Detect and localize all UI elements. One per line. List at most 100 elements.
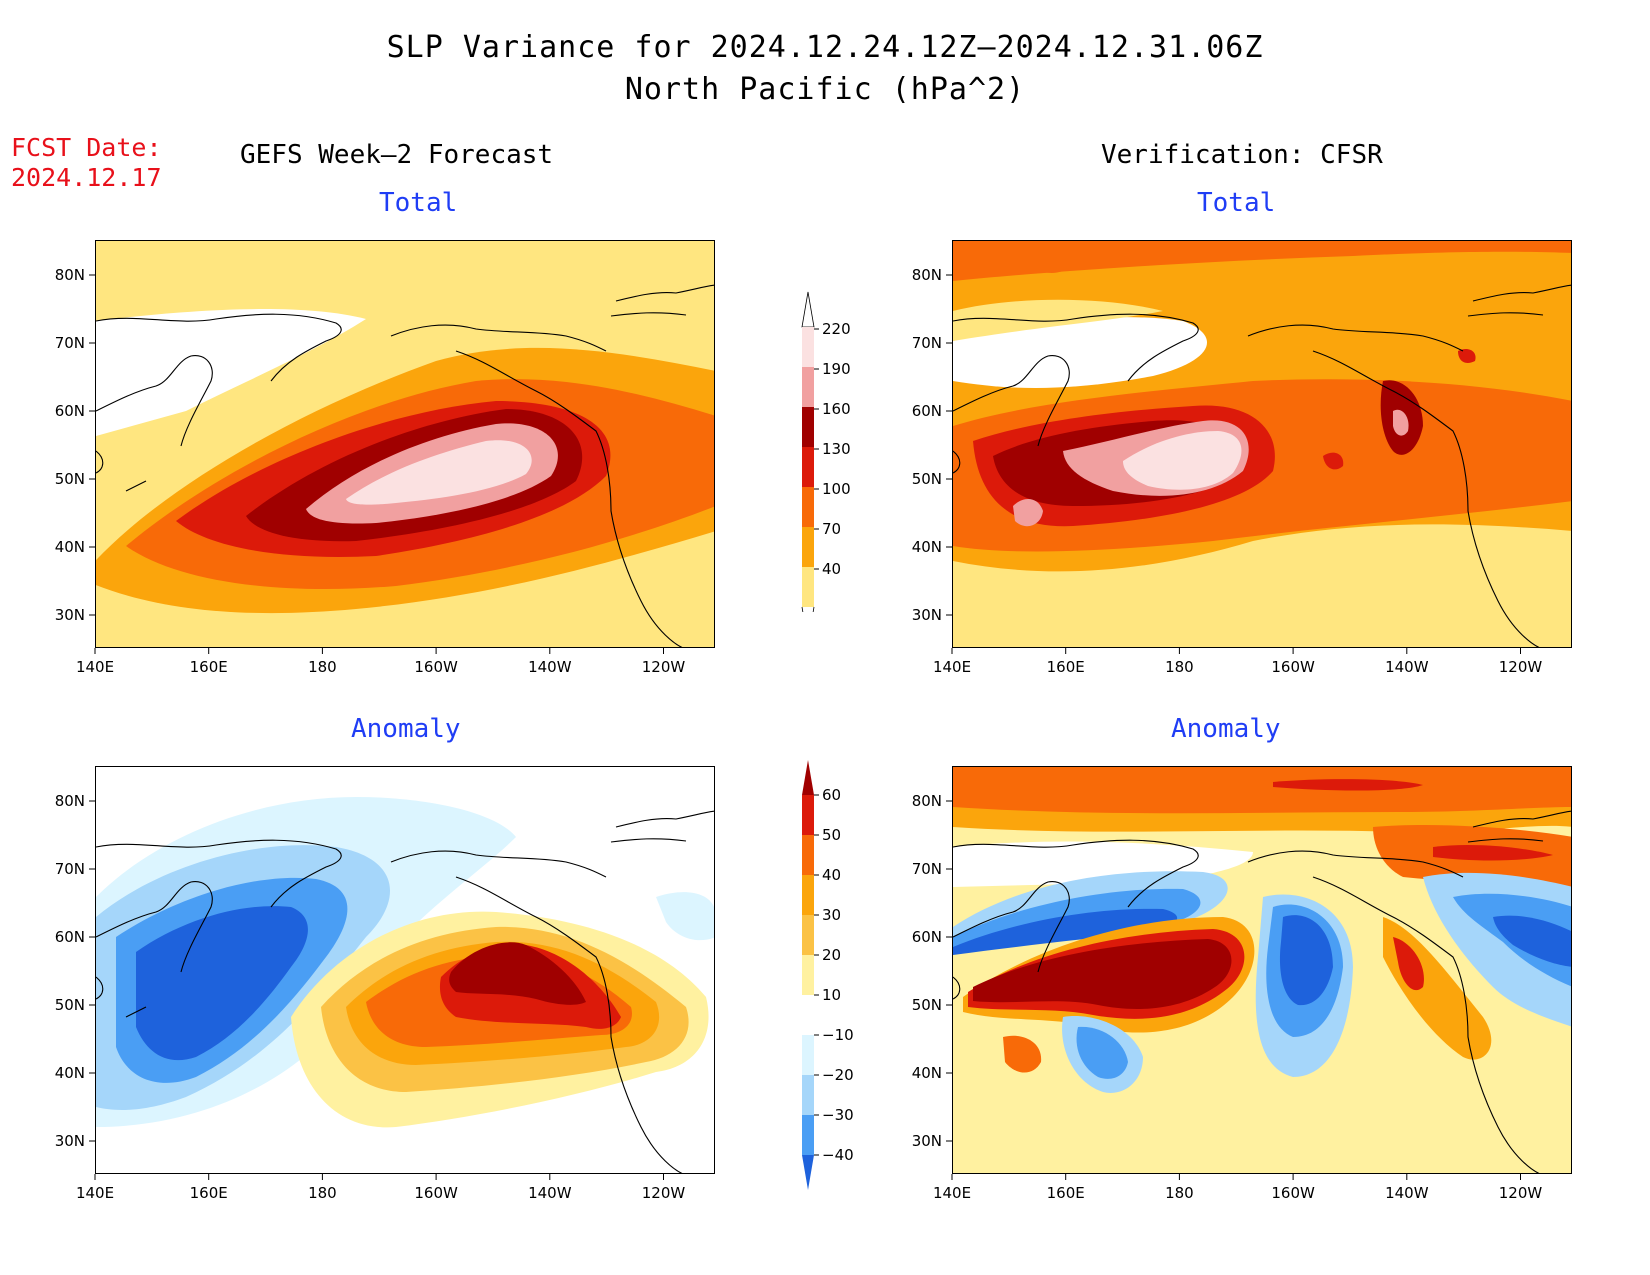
lat-tick-label: 80N	[912, 792, 942, 810]
colorbar-anomaly-bin	[802, 1035, 814, 1075]
column-title-forecast: GEFS Week–2 Forecast	[240, 140, 554, 170]
lon-tick-label: 160W	[414, 658, 458, 676]
colorbar-anomaly-label: −20	[822, 1066, 854, 1084]
colorbar-anomaly-label: 60	[822, 786, 841, 804]
lat-tick-label: 60N	[55, 402, 85, 420]
forecast-date-value: 2024.12.17	[11, 163, 162, 192]
colorbar-total-bottom	[801, 606, 815, 612]
colorbar-anomaly-label: −40	[822, 1146, 854, 1164]
colorbar-total-extension	[801, 291, 815, 328]
lat-tick-label: 80N	[912, 266, 942, 284]
colorbar-total-label: 40	[822, 560, 841, 578]
panel-label-verification-anomaly: Anomaly	[1171, 714, 1281, 744]
lat-tick-label: 60N	[912, 928, 942, 946]
colorbar-total-label: 70	[822, 520, 841, 538]
lon-tick-label: 140W	[1385, 658, 1429, 676]
colorbar-anomaly-label: 40	[822, 866, 841, 884]
lat-tick-label: 40N	[55, 1064, 85, 1082]
lat-tick-label: 70N	[55, 334, 85, 352]
colorbar-total-bin	[802, 567, 814, 607]
colorbar-total-bin	[802, 327, 814, 367]
lat-tick-label: 70N	[912, 860, 942, 878]
lon-tick-label: 140W	[1385, 1184, 1429, 1202]
colorbar-total-bin	[802, 367, 814, 407]
main-subtitle: North Pacific (hPa^2)	[624, 72, 1026, 107]
colorbar-anomaly-bin	[802, 875, 814, 915]
lat-tick-label: 40N	[55, 538, 85, 556]
lon-tick-label: 120W	[1499, 658, 1543, 676]
colorbar-total-label: 190	[822, 360, 851, 378]
colorbar-anomaly-label: 30	[822, 906, 841, 924]
lat-tick-label: 50N	[55, 996, 85, 1014]
lon-tick-label: 120W	[642, 1184, 686, 1202]
lon-tick-label: 140E	[76, 1184, 114, 1202]
lon-tick-label: 160W	[414, 1184, 458, 1202]
colorbar-total: 220 190 160 130 100 70 40	[801, 291, 851, 612]
lon-tick-label: 160W	[1271, 1184, 1315, 1202]
map-verification-total	[952, 240, 1572, 648]
lat-tick-label: 80N	[55, 266, 85, 284]
lon-tick-label: 140W	[528, 658, 572, 676]
main-title: SLP Variance for 2024.12.24.12Z–2024.12.…	[386, 30, 1264, 65]
lat-tick-label: 40N	[912, 1064, 942, 1082]
map-forecast-anomaly	[95, 766, 715, 1174]
colorbar-anomaly-label: −10	[822, 1026, 854, 1044]
lon-tick-label: 160E	[190, 1184, 228, 1202]
lat-tick-label: 50N	[912, 996, 942, 1014]
lat-tick-label: 30N	[55, 1132, 85, 1150]
lon-tick-label: 180	[308, 1184, 337, 1202]
colorbar-total-bin	[802, 447, 814, 487]
lon-tick-label: 160E	[190, 658, 228, 676]
lon-tick-label: 160E	[1047, 1184, 1085, 1202]
lat-tick-label: 70N	[912, 334, 942, 352]
lat-tick-label: 60N	[912, 402, 942, 420]
lon-tick-label: 140E	[933, 658, 971, 676]
colorbar-anomaly-label: 20	[822, 946, 841, 964]
colorbar-total-label: 130	[822, 440, 851, 458]
colorbar-anomaly-bottom-extension	[802, 1155, 814, 1190]
lon-tick-label: 140W	[528, 1184, 572, 1202]
lat-tick-label: 70N	[55, 860, 85, 878]
lat-tick-label: 30N	[912, 1132, 942, 1150]
colorbar-anomaly-bin	[802, 955, 814, 995]
panel-label-verification-total: Total	[1197, 188, 1276, 218]
colorbar-anomaly-label: 50	[822, 826, 841, 844]
map-verification-anomaly	[952, 766, 1572, 1174]
forecast-date-label: FCST Date:	[11, 133, 162, 162]
lon-tick-label: 120W	[642, 658, 686, 676]
colorbar-anomaly-top-extension	[802, 760, 814, 795]
lat-tick-label: 50N	[55, 470, 85, 488]
lon-tick-label: 140E	[76, 658, 114, 676]
column-title-verification: Verification: CFSR	[1101, 140, 1383, 170]
colorbar-total-bin	[802, 487, 814, 527]
lat-tick-label: 50N	[912, 470, 942, 488]
lat-tick-label: 40N	[912, 538, 942, 556]
lon-tick-label: 180	[1165, 658, 1194, 676]
lon-tick-label: 160E	[1047, 658, 1085, 676]
map-forecast-total	[95, 240, 715, 648]
colorbar-total-label: 100	[822, 480, 851, 498]
colorbar-total-bin	[802, 527, 814, 567]
lon-tick-label: 180	[1165, 1184, 1194, 1202]
colorbar-anomaly-bin	[802, 1075, 814, 1115]
colorbar-anomaly-bin	[802, 835, 814, 875]
lon-tick-label: 160W	[1271, 658, 1315, 676]
colorbar-anomaly: 60 50 40 30 20 10 −10 −20 −30 −40	[802, 760, 854, 1190]
colorbar-total-label: 160	[822, 400, 851, 418]
panel-label-forecast-anomaly: Anomaly	[351, 714, 461, 744]
lon-tick-label: 120W	[1499, 1184, 1543, 1202]
colorbar-total-bin	[802, 407, 814, 447]
lat-tick-label: 30N	[55, 606, 85, 624]
lon-tick-label: 140E	[933, 1184, 971, 1202]
colorbar-anomaly-label: 10	[822, 986, 841, 1004]
lat-tick-label: 80N	[55, 792, 85, 810]
lat-tick-label: 30N	[912, 606, 942, 624]
colorbar-anomaly-label: −30	[822, 1106, 854, 1124]
colorbar-total-label: 220	[822, 320, 851, 338]
colorbar-anomaly-bin	[802, 1115, 814, 1155]
panel-label-forecast-total: Total	[379, 188, 458, 218]
lat-tick-label: 60N	[55, 928, 85, 946]
lon-tick-label: 180	[308, 658, 337, 676]
colorbar-anomaly-bin	[802, 795, 814, 835]
